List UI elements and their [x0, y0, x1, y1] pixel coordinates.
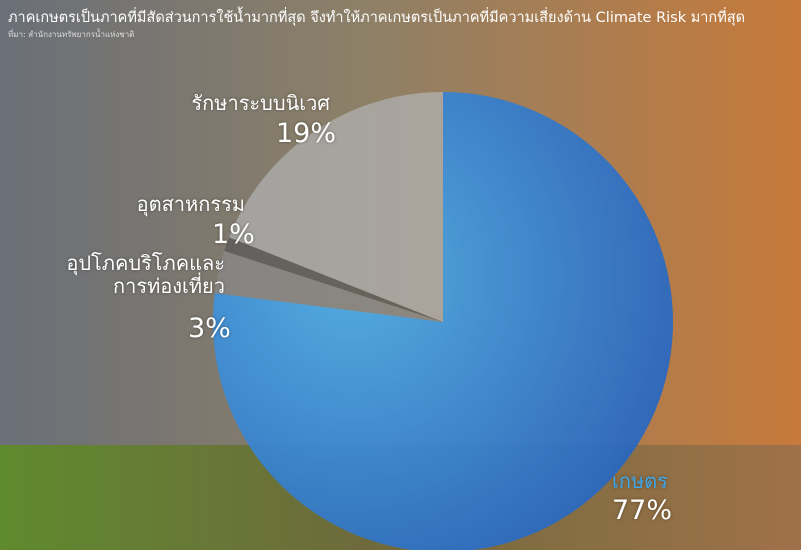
slice-label: รักษาระบบนิเวศ: [191, 91, 330, 115]
pie-slice: [213, 92, 673, 550]
slice-value: 77%: [612, 495, 673, 526]
slice-label: เกษตร: [612, 469, 668, 493]
slice-label: อุปโภคบริโภคและ การท่องเที่ยว: [66, 251, 225, 298]
slice-label: อุตสาหกรรม: [136, 192, 245, 216]
slice-value: 19%: [276, 118, 337, 149]
chart-title: ภาคเกษตรเป็นภาคที่มีสัดส่วนการใช้น้ำมากท…: [8, 10, 746, 26]
slice-value: 3%: [188, 313, 231, 344]
pie-slice: [224, 237, 443, 322]
pie-slice: [214, 250, 443, 322]
pie-slice: [229, 92, 443, 322]
slice-value: 1%: [212, 219, 255, 250]
chart-subtitle: ที่มา: สำนักงานทรัพยากรน้ำแห่งชาติ: [8, 30, 135, 39]
